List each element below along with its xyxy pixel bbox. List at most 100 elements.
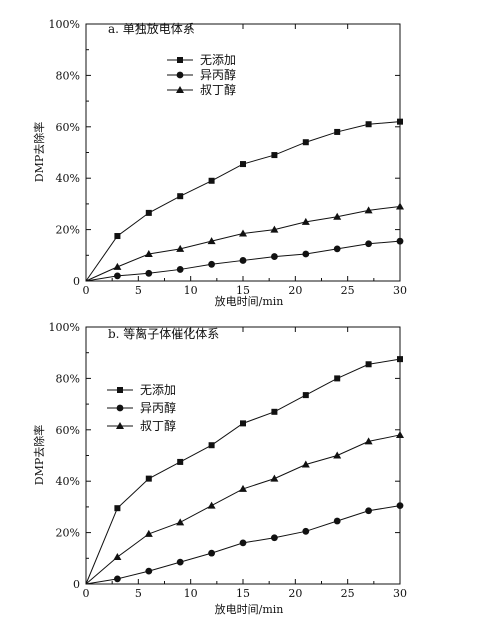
data-point-circle bbox=[114, 575, 121, 583]
data-point-circle bbox=[239, 539, 247, 547]
series-circle bbox=[85, 502, 404, 585]
y-tick-label: 100% bbox=[49, 321, 80, 334]
chart-panel-a: 0 5 10 15 20 25 30 0 20% 40% 60% 80% 100% a. 单独放电体系放电… bbox=[32, 18, 407, 308]
legend-marker-circle bbox=[176, 71, 184, 79]
data-point-square bbox=[302, 392, 309, 399]
data-point-circle bbox=[208, 260, 216, 268]
x-tick-label: 25 bbox=[341, 587, 355, 600]
x-tick-label: 0 bbox=[83, 587, 90, 600]
legend-label: 无添加 bbox=[140, 383, 176, 397]
legend-entry: 异丙醇 bbox=[167, 67, 236, 82]
data-point-triangle bbox=[144, 250, 153, 258]
data-point-triangle bbox=[144, 529, 153, 537]
y-tick-label: 20% bbox=[56, 527, 80, 540]
data-point-triangle bbox=[364, 206, 373, 214]
data-point-square bbox=[397, 118, 403, 125]
legend-entry: 异丙醇 bbox=[107, 400, 176, 415]
series-square bbox=[85, 356, 403, 585]
legend-marker-triangle bbox=[116, 422, 124, 429]
data-point-square bbox=[397, 356, 403, 363]
data-point-triangle bbox=[301, 460, 310, 468]
x-tick-label: 0 bbox=[83, 284, 90, 297]
legend-marker-circle bbox=[116, 404, 124, 412]
legend-label: 叔丁醇 bbox=[200, 82, 236, 97]
y-tick-label: 0 bbox=[73, 275, 80, 288]
data-point-triangle bbox=[333, 212, 342, 220]
data-point-circle bbox=[208, 549, 216, 557]
x-tick-label: 15 bbox=[236, 284, 250, 297]
legend-entry: 无添加 bbox=[167, 53, 236, 67]
series-circle bbox=[85, 237, 404, 282]
data-point-square bbox=[240, 420, 246, 427]
data-point-circle bbox=[333, 517, 341, 525]
data-point-circle bbox=[333, 245, 341, 253]
data-point-circle bbox=[365, 507, 372, 515]
y-tick-label: 80% bbox=[56, 372, 80, 385]
legend-marker-square bbox=[177, 57, 183, 63]
data-point-circle bbox=[145, 567, 153, 575]
data-point-square bbox=[177, 193, 184, 200]
data-point-triangle bbox=[239, 484, 247, 492]
series-square bbox=[85, 118, 403, 282]
data-point-triangle bbox=[113, 262, 122, 270]
data-point-triangle bbox=[113, 553, 122, 561]
data-point-square bbox=[271, 152, 278, 159]
y-axis-title: DMP去除率 bbox=[32, 122, 46, 182]
data-point-triangle bbox=[301, 217, 310, 225]
series-line bbox=[85, 358, 401, 585]
data-point-circle bbox=[365, 240, 372, 248]
data-point-circle bbox=[271, 534, 278, 542]
y-tick-label: 0 bbox=[73, 578, 80, 591]
data-point-square bbox=[240, 161, 246, 168]
data-point-triangle bbox=[333, 451, 342, 459]
data-point-circle bbox=[302, 250, 310, 258]
x-tick-label: 15 bbox=[236, 587, 250, 600]
data-point-triangle bbox=[364, 437, 373, 445]
data-point-circle bbox=[302, 527, 310, 535]
series-line bbox=[85, 205, 401, 282]
data-point-square bbox=[365, 361, 372, 368]
x-tick-label: 10 bbox=[184, 284, 198, 297]
x-tick-label: 5 bbox=[135, 284, 142, 297]
legend-label: 异丙醇 bbox=[200, 67, 236, 82]
data-point-circle bbox=[239, 257, 247, 264]
series-line bbox=[85, 434, 401, 585]
x-tick-label: 30 bbox=[393, 284, 407, 297]
data-point-square bbox=[365, 121, 372, 128]
legend-label: 无添加 bbox=[200, 53, 236, 67]
data-point-circle bbox=[396, 502, 404, 510]
data-point-square bbox=[114, 505, 121, 512]
data-point-square bbox=[145, 209, 152, 216]
x-tick-label: 10 bbox=[184, 587, 198, 600]
y-tick-label: 40% bbox=[56, 172, 80, 185]
data-point-triangle bbox=[239, 229, 247, 237]
data-point-triangle bbox=[270, 474, 279, 482]
data-point-square bbox=[208, 177, 215, 184]
series-triangle bbox=[85, 202, 404, 282]
data-point-triangle bbox=[207, 501, 216, 509]
data-point-circle bbox=[176, 558, 184, 566]
legend-marker-triangle bbox=[176, 86, 184, 93]
y-tick-label: 80% bbox=[56, 69, 80, 82]
legend-label: 叔丁醇 bbox=[140, 418, 176, 433]
data-point-triangle bbox=[270, 225, 279, 233]
data-point-circle bbox=[271, 253, 278, 260]
y-tick-label: 100% bbox=[49, 18, 80, 31]
data-point-circle bbox=[145, 269, 153, 277]
chart-title: a. 单独放电体系 bbox=[108, 21, 195, 36]
y-tick-label: 60% bbox=[56, 424, 80, 437]
data-point-triangle bbox=[176, 244, 185, 252]
data-point-square bbox=[302, 139, 309, 146]
series-triangle bbox=[85, 430, 404, 585]
chart-panel-b: 0 5 10 15 20 25 30 0 20% 40% 60% 80% 100% b. 等离子体催化体系… bbox=[32, 321, 407, 616]
y-tick-label: 40% bbox=[56, 475, 80, 488]
data-point-triangle bbox=[396, 430, 404, 438]
data-point-circle bbox=[114, 272, 121, 280]
legend-entry: 叔丁醇 bbox=[167, 82, 236, 97]
legend-entry: 无添加 bbox=[107, 383, 176, 397]
x-axis-title: 放电时间/min bbox=[215, 602, 284, 616]
y-axis-title: DMP去除率 bbox=[32, 425, 46, 485]
legend-entry: 叔丁醇 bbox=[107, 418, 176, 433]
data-point-square bbox=[145, 475, 152, 482]
